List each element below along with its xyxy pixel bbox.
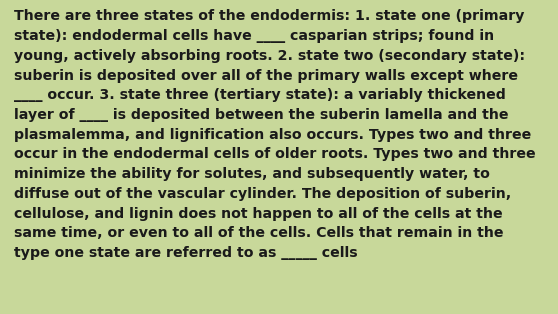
Text: There are three states of the endodermis: 1. state one (primary
state): endoderm: There are three states of the endodermis… [14,9,536,260]
